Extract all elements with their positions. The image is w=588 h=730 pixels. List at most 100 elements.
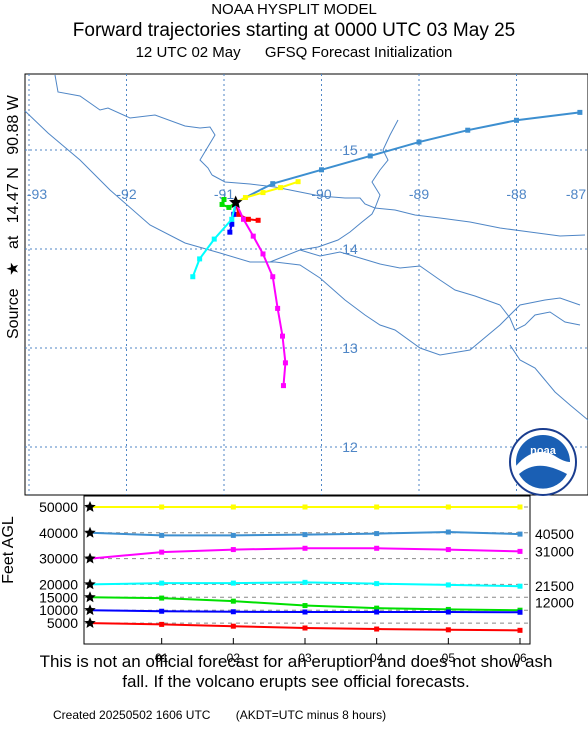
height-point bbox=[374, 504, 380, 510]
height-point bbox=[230, 623, 236, 629]
model-title: NOAA HYSPLIT MODEL bbox=[211, 1, 377, 18]
time-tick-label: 01 bbox=[155, 651, 169, 665]
noaa-logo-text: noaa bbox=[530, 445, 557, 457]
height-point bbox=[302, 579, 308, 585]
met-data: GFSQ Forecast Initialization bbox=[264, 44, 453, 61]
trajectory-title: Forward trajectories starting at 0000 UT… bbox=[72, 20, 516, 41]
height-point bbox=[445, 627, 451, 633]
height-point bbox=[302, 625, 308, 631]
time-tick-label: 04 bbox=[370, 651, 384, 665]
height-point bbox=[517, 583, 523, 589]
height-point bbox=[445, 606, 451, 612]
trajectory-point bbox=[197, 256, 203, 262]
trajectory-point bbox=[260, 251, 266, 257]
trajectory-point bbox=[270, 181, 276, 187]
height-point bbox=[230, 504, 236, 510]
start-star-icon bbox=[84, 578, 96, 590]
guatemala-el-salvador-border bbox=[269, 207, 376, 263]
height-point bbox=[159, 608, 165, 614]
trajectory-point bbox=[241, 216, 246, 222]
trajectory-point bbox=[270, 274, 276, 280]
height-point bbox=[445, 529, 451, 535]
start-height-label: 20000 bbox=[39, 576, 78, 592]
time-tick-label: 05 bbox=[442, 651, 456, 665]
map-frame bbox=[24, 73, 588, 496]
trajectory-point bbox=[465, 127, 471, 133]
run-time: 12 UTC 02 May bbox=[135, 44, 241, 61]
trajectory-point bbox=[280, 333, 285, 339]
height-point bbox=[302, 603, 308, 609]
trajectory-point bbox=[275, 305, 281, 311]
honduras-north-coast bbox=[374, 207, 586, 237]
height-point bbox=[374, 531, 380, 537]
time-tick-label: 06 bbox=[513, 651, 527, 665]
trajectory-point bbox=[260, 190, 266, 196]
trajectory-point bbox=[367, 153, 373, 159]
trajectory-point bbox=[242, 195, 248, 201]
trajectory-point bbox=[211, 236, 217, 242]
lon-tick-label: -87 bbox=[566, 186, 586, 202]
created-time: Created 20250502 1606 UTC bbox=[53, 708, 211, 722]
trajectory-point bbox=[416, 139, 422, 145]
height-point bbox=[517, 548, 523, 554]
height-point bbox=[230, 609, 236, 615]
lon-tick-label: -92 bbox=[116, 186, 136, 202]
trajectory-point bbox=[295, 179, 301, 185]
trajectory-line bbox=[234, 202, 287, 386]
height-point bbox=[159, 595, 165, 601]
lat-tick-label: 12 bbox=[342, 439, 358, 455]
lon-tick-label: -91 bbox=[214, 186, 234, 202]
lon-tick-label: -90 bbox=[311, 186, 331, 202]
end-height-label: 40500 bbox=[535, 526, 574, 542]
mexico-border bbox=[54, 74, 216, 176]
trajectory-point bbox=[229, 216, 235, 222]
end-height-label: 31000 bbox=[535, 543, 574, 559]
height-point bbox=[159, 580, 165, 586]
start-height-label: 5000 bbox=[47, 615, 78, 631]
trajectory-point bbox=[245, 216, 251, 222]
start-star-icon bbox=[84, 501, 96, 512]
height-point bbox=[374, 626, 380, 632]
nicaragua-coast bbox=[509, 344, 588, 421]
start-star-icon bbox=[84, 617, 96, 628]
trajectory-point bbox=[190, 274, 196, 280]
height-point bbox=[445, 504, 451, 510]
height-point bbox=[445, 582, 451, 588]
trajectory-point bbox=[319, 167, 324, 173]
time-tick-label: 03 bbox=[298, 651, 312, 665]
trajectory-point bbox=[514, 117, 519, 123]
start-star-icon bbox=[84, 526, 96, 538]
trajectory-point bbox=[226, 204, 232, 210]
footer: Created 20250502 1606 UTC (AKDT=UTC minu… bbox=[53, 708, 408, 722]
trajectory-point bbox=[229, 221, 235, 227]
start-height-label: 15000 bbox=[39, 589, 78, 605]
trajectory-point bbox=[250, 233, 256, 239]
trajectory-point bbox=[255, 217, 261, 223]
source-marker bbox=[229, 195, 243, 209]
guatemala-north-border bbox=[211, 174, 376, 209]
end-height-label: 21500 bbox=[535, 578, 574, 594]
end-height-label: 12000 bbox=[535, 594, 574, 610]
noaa-logo: noaa bbox=[509, 428, 577, 496]
lat-tick-label: 15 bbox=[342, 142, 358, 158]
trajectory-point bbox=[280, 383, 286, 389]
trajectory-point bbox=[577, 109, 583, 115]
height-point bbox=[445, 547, 451, 553]
map-grid: -93 -92 -91 -90 -89 -88 -87 15 14 13 12 bbox=[24, 73, 588, 496]
height-point bbox=[302, 532, 308, 538]
height-point bbox=[230, 580, 236, 586]
run-info: 12 UTC 02 May GFSQ Forecast Initializati… bbox=[0, 44, 588, 61]
trajectory-tracks bbox=[190, 109, 583, 389]
start-height-label: 30000 bbox=[39, 551, 78, 567]
height-point bbox=[230, 547, 236, 553]
trajectory-point bbox=[227, 229, 233, 235]
source-star-icon bbox=[229, 195, 243, 209]
trajectory-point bbox=[221, 197, 227, 202]
start-height-label: 50000 bbox=[39, 499, 78, 515]
height-point bbox=[302, 545, 308, 551]
trajectory-point bbox=[219, 201, 225, 207]
lon-tick-label: -89 bbox=[409, 186, 429, 202]
trajectory-point bbox=[282, 360, 288, 366]
height-point bbox=[517, 504, 523, 510]
lon-tick-label: -93 bbox=[27, 186, 47, 202]
